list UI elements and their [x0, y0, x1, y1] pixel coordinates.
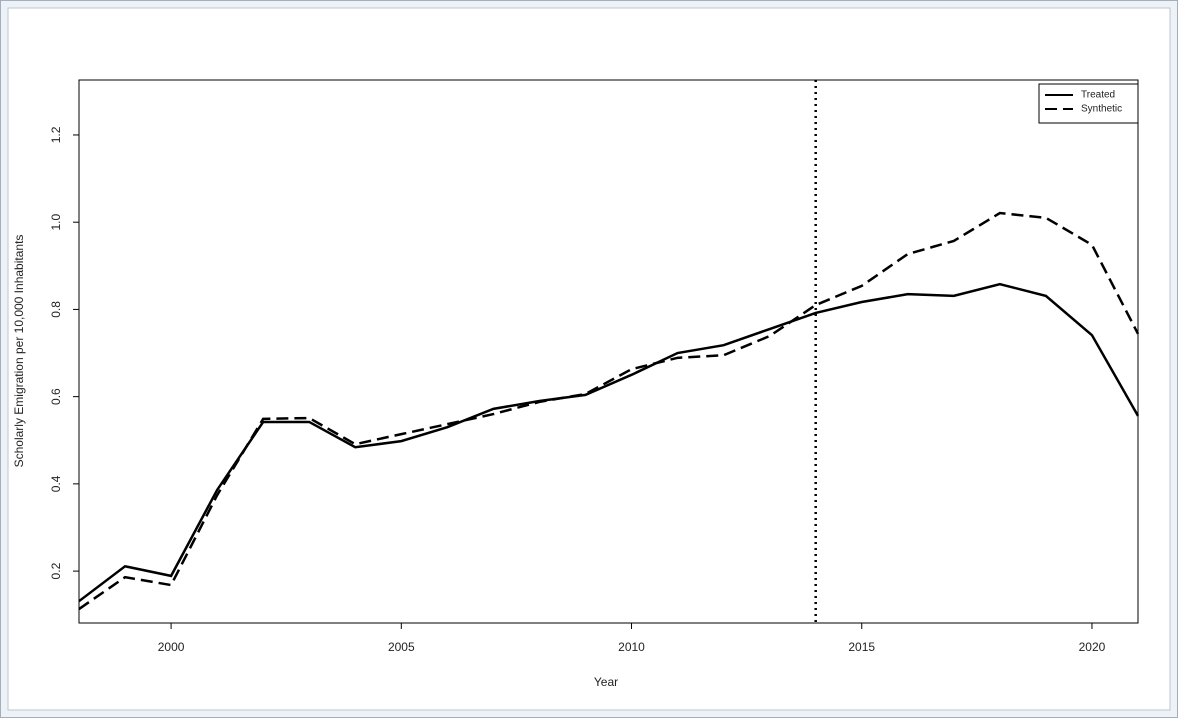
y-tick-label: 0.6 [49, 388, 63, 405]
legend-box [1038, 83, 1139, 124]
y-tick-label: 1.2 [49, 126, 63, 143]
plot-frame [78, 79, 1139, 624]
series-line [78, 211, 1140, 611]
x-tick-label: 2010 [618, 640, 645, 654]
x-tick-label: 2000 [158, 640, 185, 654]
legend-label: Treated [1081, 90, 1115, 101]
x-tick-label: 2015 [848, 640, 875, 654]
x-axis-label: Year [594, 675, 618, 689]
legend-label: Synthetic [1081, 104, 1122, 115]
window-content [7, 7, 1171, 711]
y-axis-label: Scholarly Emigration per 10,000 Inhabita… [12, 235, 26, 468]
x-tick-label: 2005 [388, 640, 415, 654]
y-tick-label: 0.2 [49, 562, 63, 579]
y-tick-label: 0.4 [49, 475, 63, 492]
x-tick-label: 2020 [1079, 640, 1106, 654]
y-tick-label: 1.0 [49, 214, 63, 231]
y-tick-label: 0.8 [49, 301, 63, 318]
